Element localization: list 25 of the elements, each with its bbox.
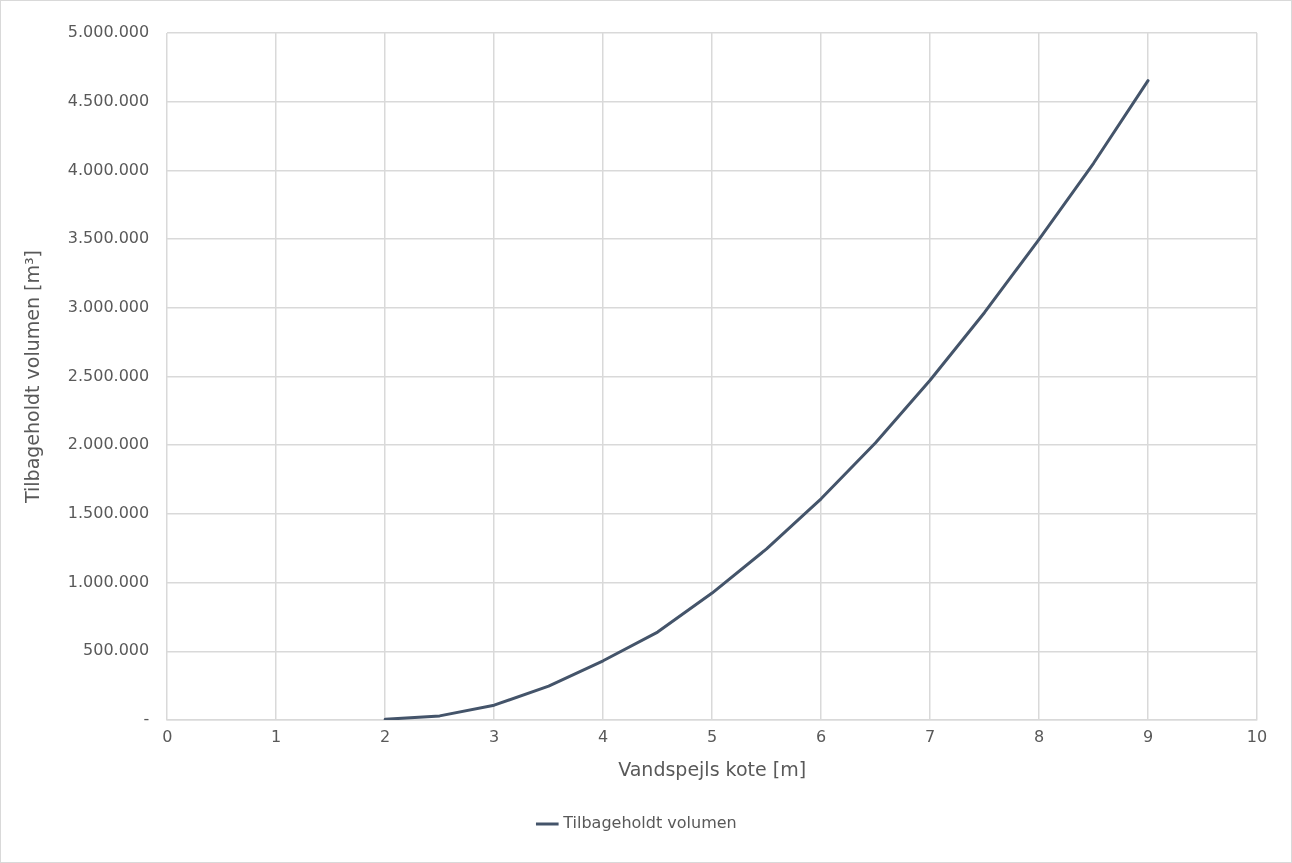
x-axis-title: Vandspejls kote [m] <box>618 757 807 780</box>
x-tick-label: 5 <box>707 726 718 746</box>
x-tick-label: 6 <box>816 726 827 746</box>
x-tick-label: 4 <box>598 726 609 746</box>
legend-label: Tilbageholdt volumen <box>562 813 737 833</box>
y-tick-label: 3.000.000 <box>67 296 150 316</box>
x-tick-label: 3 <box>489 726 500 746</box>
y-tick-label: 4.000.000 <box>67 159 150 179</box>
y-tick-label: 3.500.000 <box>67 228 150 248</box>
y-tick-label: 1.500.000 <box>67 503 150 523</box>
y-tick-label: 4.500.000 <box>67 90 150 110</box>
y-tick-label: 2.000.000 <box>67 434 150 454</box>
y-tick-label: 5.000.000 <box>67 22 150 42</box>
y-tick-label: 1.000.000 <box>67 571 150 591</box>
y-tick-label: 500.000 <box>83 640 150 660</box>
x-tick-label: 2 <box>380 726 391 746</box>
x-tick-label: 10 <box>1246 726 1268 746</box>
x-tick-label: 0 <box>162 726 173 746</box>
x-tick-label: 8 <box>1033 726 1045 746</box>
y-tick-label: - <box>143 709 150 729</box>
y-axis-title: Tilbageholdt volumen [m³] <box>21 250 44 504</box>
x-tick-label: 7 <box>924 726 936 746</box>
x-tick-label: 1 <box>271 726 282 746</box>
x-tick-label: 9 <box>1142 726 1154 746</box>
y-tick-label: 2.500.000 <box>67 365 150 385</box>
